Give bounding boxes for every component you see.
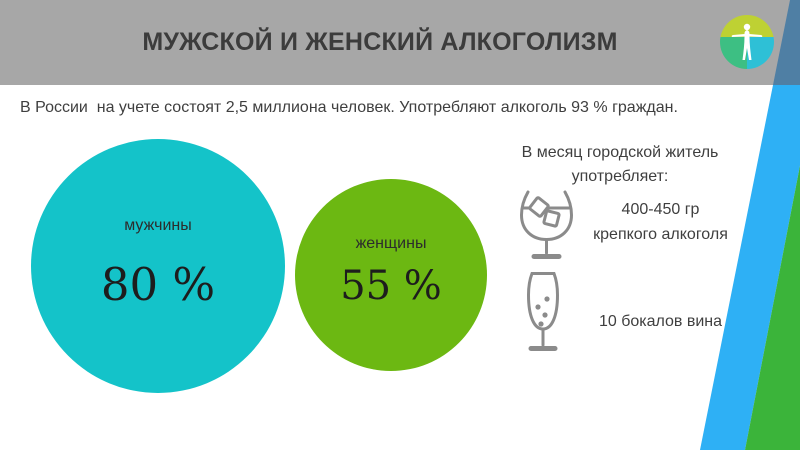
consumption-item-1-line2: крепкого алкоголя — [593, 226, 728, 243]
bubble-men: мужчины 80 % — [31, 139, 285, 393]
diagonal-green-corner — [745, 165, 800, 450]
intro-text: В России на учете состоят 2,5 миллиона ч… — [20, 99, 678, 116]
consumption-item-2-text: 10 бокалов вина — [583, 312, 738, 332]
champagne-flute-icon — [526, 272, 560, 351]
diagonal-blue-stripe — [700, 0, 800, 450]
glass-with-ice-icon — [519, 190, 574, 259]
consumption-heading-line1: В месяц городской житель — [521, 144, 719, 161]
consumption-heading-line2: употребляет: — [571, 168, 669, 185]
consumption-item-1-line1: 400-450 гр — [621, 201, 700, 218]
bubble-women: женщины 55 % — [295, 179, 487, 371]
bubble-men-label: мужчины — [124, 217, 192, 234]
page-title: МУЖСКОЙ И ЖЕНСКИЙ АЛКОГОЛИЗМ — [142, 28, 618, 56]
bubble-men-value: 80 % — [100, 258, 216, 311]
consumption-item-2-line1: 10 бокалов вина — [598, 313, 723, 330]
consumption-heading: В месяц городской житель употребляет: — [500, 141, 740, 189]
consumption-item-1-text: 400-450 гр крепкого алкоголя — [583, 197, 738, 247]
header-bar — [0, 0, 800, 85]
bubble-women-label: женщины — [355, 235, 427, 252]
bubble-women-value: 55 % — [340, 263, 442, 309]
header-stripe-overlay — [773, 0, 800, 85]
person-in-circle-logo-icon — [720, 15, 774, 69]
human-figure-icon — [731, 23, 763, 60]
